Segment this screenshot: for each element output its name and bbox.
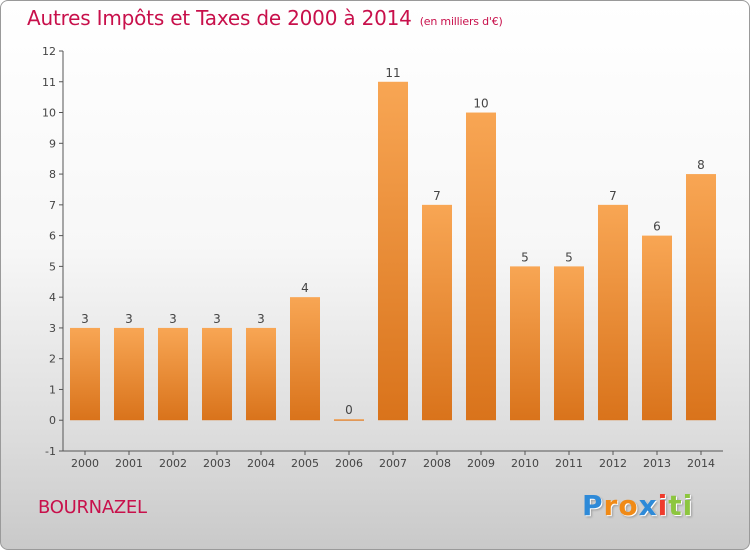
- x-tick-label: 2000: [71, 457, 99, 470]
- y-tick-label: 4: [49, 291, 56, 304]
- bar-value-label: 3: [125, 312, 133, 326]
- x-tick-label: 2003: [203, 457, 231, 470]
- bar-value-label: 6: [653, 220, 661, 234]
- x-tick-label: 2009: [467, 457, 495, 470]
- bar[interactable]: [334, 419, 364, 421]
- y-tick-label: 1: [49, 383, 56, 396]
- bar[interactable]: [114, 327, 144, 421]
- bar-value-label: 3: [213, 312, 221, 326]
- bar[interactable]: [202, 327, 232, 421]
- y-tick-label: 2: [49, 353, 56, 366]
- x-tick-label: 2012: [599, 457, 627, 470]
- y-tick-label: 7: [49, 199, 56, 212]
- y-tick-label: 5: [49, 260, 56, 273]
- logo-letter: i: [657, 489, 669, 522]
- bar-value-label: 0: [345, 403, 353, 417]
- bars: [70, 81, 716, 421]
- y-tick-label: 10: [42, 107, 56, 120]
- y-tick-label: 8: [49, 168, 56, 181]
- logo-letter: i: [682, 489, 694, 522]
- bar-value-label: 8: [697, 158, 705, 172]
- x-tick-label: 2001: [115, 457, 143, 470]
- y-tick-label: 9: [49, 137, 56, 150]
- bar-value-label: 3: [81, 312, 89, 326]
- bar-value-label: 5: [565, 250, 573, 264]
- y-tick-label: 6: [49, 230, 56, 243]
- bar[interactable]: [466, 112, 496, 421]
- x-tick-label: 2014: [687, 457, 715, 470]
- y-tick-label: 12: [42, 45, 56, 58]
- y-tick-label: 0: [49, 414, 56, 427]
- x-tick-label: 2004: [247, 457, 275, 470]
- bar[interactable]: [598, 204, 628, 421]
- bar-value-label: 11: [385, 66, 400, 80]
- commune-name: BOURNAZEL: [38, 497, 147, 518]
- logo-letter: r: [603, 489, 619, 522]
- bar[interactable]: [290, 297, 320, 421]
- bar-value-label: 4: [301, 281, 309, 295]
- chart-title: Autres Impôts et Taxes de 2000 à 2014 (en…: [27, 6, 503, 30]
- data-labels: 3 3 3 3 3 4 0 11 7 10 5 5 7 6 8: [81, 66, 705, 417]
- x-tick-label: 2005: [291, 457, 319, 470]
- bar-value-label: 5: [521, 250, 529, 264]
- bar-value-label: 7: [609, 189, 617, 203]
- x-tick-label: 2011: [555, 457, 583, 470]
- bar[interactable]: [422, 204, 452, 421]
- bar-value-label: 10: [473, 97, 488, 111]
- x-tick-label: 2013: [643, 457, 671, 470]
- y-tick-label: 3: [49, 322, 56, 335]
- logo-letter: P: [582, 489, 604, 522]
- x-tick-label: 2002: [159, 457, 187, 470]
- x-tick-label: 2007: [379, 457, 407, 470]
- chart-subtitle: (en milliers d'€): [419, 15, 503, 28]
- logo-letter: o: [618, 489, 639, 522]
- x-tick-label: 2006: [335, 457, 363, 470]
- bar[interactable]: [158, 327, 188, 421]
- proxiti-logo[interactable]: Proxiti: [582, 489, 693, 522]
- bar-value-label: 3: [169, 312, 177, 326]
- bar[interactable]: [246, 327, 276, 421]
- bar[interactable]: [378, 81, 408, 421]
- x-tick-label: 2008: [423, 457, 451, 470]
- bar[interactable]: [554, 266, 584, 421]
- bar[interactable]: [686, 174, 716, 421]
- logo-letter: x: [638, 489, 658, 522]
- x-tick-label: 2010: [511, 457, 539, 470]
- chart-title-text: Autres Impôts et Taxes de 2000 à 2014: [27, 6, 412, 30]
- bar[interactable]: [70, 327, 100, 421]
- bar[interactable]: [642, 235, 672, 421]
- x-axis: 2000 2001 2002 2003 2004 2005 2006 2007 2008 2009…: [63, 450, 723, 470]
- logo-letter: t: [668, 489, 683, 522]
- y-tick-label: -1: [45, 445, 56, 458]
- bar-value-label: 3: [257, 312, 265, 326]
- bar-value-label: 7: [433, 189, 441, 203]
- y-tick-label: 11: [42, 76, 56, 89]
- bar[interactable]: [510, 266, 540, 421]
